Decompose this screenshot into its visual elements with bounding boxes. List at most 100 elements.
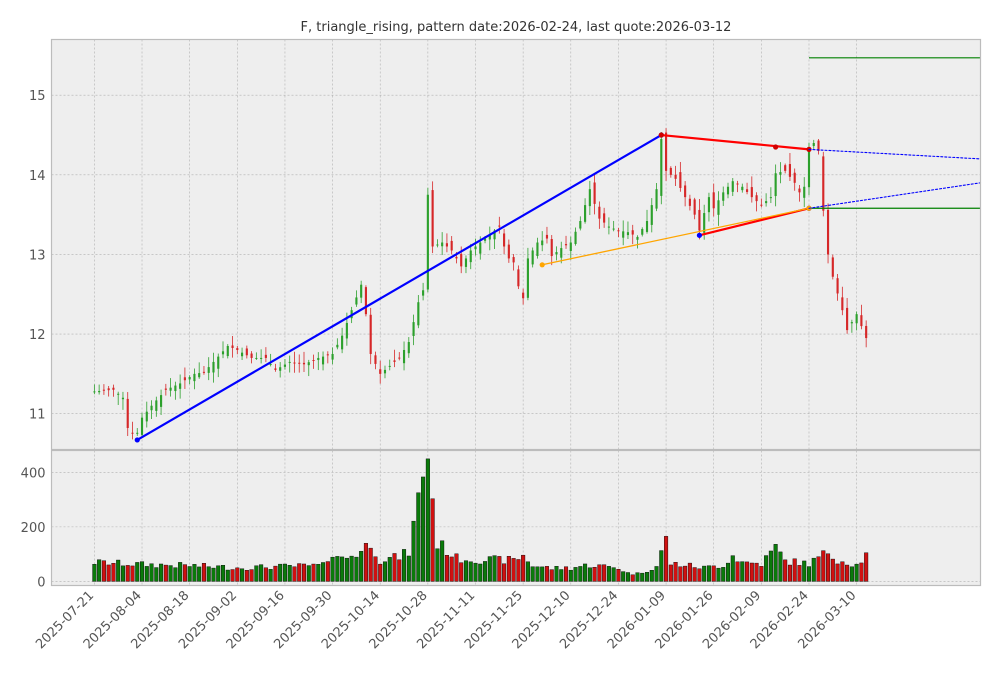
candle-body — [531, 250, 534, 265]
pattern-point — [134, 437, 140, 443]
volume-bar — [182, 564, 187, 582]
volume-bar — [111, 563, 116, 582]
candle-body — [131, 432, 134, 434]
candle-body — [626, 232, 630, 236]
candle-body — [188, 377, 191, 380]
pattern-line-support — [541, 207, 810, 266]
price-y-tick-label: 13 — [29, 248, 46, 263]
volume-bar — [692, 567, 697, 582]
volume-bar — [611, 567, 616, 582]
candle-body — [564, 244, 568, 246]
volume-bar — [254, 565, 259, 582]
volume-bar — [449, 556, 454, 582]
candle-body — [417, 302, 420, 326]
volume-bar — [373, 556, 378, 582]
candle-body — [369, 314, 372, 354]
volume-bar — [173, 567, 178, 582]
candle-body — [846, 307, 849, 331]
candle-body — [240, 352, 244, 357]
candle-body — [450, 240, 453, 251]
volume-y-tick-label: 0 — [37, 575, 45, 590]
volume-bar — [540, 566, 545, 582]
volume-bar — [116, 559, 121, 582]
volume-bar — [311, 563, 316, 582]
volume-bar — [640, 572, 645, 582]
volume-bar — [797, 565, 802, 582]
candle-body — [274, 368, 277, 370]
volume-bar — [135, 562, 140, 582]
candle-body — [836, 278, 839, 294]
candle-body — [812, 142, 815, 147]
volume-bar — [168, 565, 173, 582]
candle-body — [793, 172, 796, 183]
volume-bar — [321, 562, 326, 582]
price-y-tick-label: 11 — [29, 408, 46, 423]
candle-body — [826, 209, 830, 255]
candle-body — [712, 192, 715, 209]
candle-body — [298, 362, 301, 364]
price-y-ticks: 11 12 13 14 15 — [29, 89, 46, 422]
candle-body — [769, 197, 772, 199]
volume-bar — [354, 556, 359, 582]
volume-bar — [282, 563, 287, 582]
volume-bar — [735, 561, 740, 582]
volume-bar — [149, 563, 154, 582]
volume-bar — [754, 562, 759, 582]
candle-body — [684, 185, 687, 198]
volume-bar — [154, 567, 159, 582]
volume-bar — [292, 566, 297, 582]
candle-body — [736, 183, 739, 185]
candle-body — [574, 231, 577, 244]
volume-bar — [392, 553, 397, 582]
volume-bar — [687, 562, 692, 582]
candle-body — [784, 165, 787, 171]
volume-bar — [830, 558, 835, 582]
candle-body — [464, 258, 468, 267]
volume-bar — [859, 562, 864, 582]
volume-bar — [721, 567, 726, 582]
volume-bar — [544, 566, 549, 582]
volume-bar — [521, 554, 526, 582]
volume-bar — [606, 566, 611, 582]
candle-body — [260, 357, 263, 359]
volume-bar — [220, 565, 226, 582]
volume-bar — [402, 549, 407, 582]
candle-body — [774, 173, 777, 197]
candle-body — [598, 206, 601, 219]
candle-body — [703, 213, 706, 233]
volume-bar — [716, 567, 721, 582]
volume-bar — [163, 564, 168, 582]
candle-body — [136, 432, 139, 434]
candle-body — [93, 391, 96, 393]
candle-body — [207, 367, 210, 373]
volume-bar — [587, 567, 592, 582]
volume-bar — [244, 570, 249, 582]
volume-bar — [382, 561, 387, 582]
candle-body — [326, 354, 329, 356]
candle-body — [164, 388, 167, 390]
candle-body — [202, 371, 206, 373]
candle-body — [669, 167, 672, 175]
volume-bar — [806, 566, 812, 582]
candle-body — [760, 204, 763, 206]
volume-bar — [92, 564, 97, 582]
volume-bar — [597, 564, 602, 582]
volume-bar — [497, 556, 502, 582]
candle-body — [288, 361, 291, 363]
volume-bar — [749, 562, 754, 582]
price-panel: 11 12 13 14 15 — [29, 38, 982, 451]
candle-body — [383, 369, 387, 374]
candle-body — [488, 234, 491, 240]
candle-body — [117, 393, 120, 395]
volume-bar — [654, 566, 659, 582]
price-panel-frame — [50, 38, 982, 451]
candle-body — [345, 322, 348, 339]
volume-bar — [740, 561, 745, 582]
candle-body — [788, 164, 792, 177]
volume-bar — [478, 563, 483, 582]
candle-body — [302, 362, 306, 365]
volume-bar — [826, 553, 831, 582]
volume-bar — [706, 565, 711, 582]
candle-body — [283, 364, 287, 367]
candle-body — [231, 345, 234, 348]
